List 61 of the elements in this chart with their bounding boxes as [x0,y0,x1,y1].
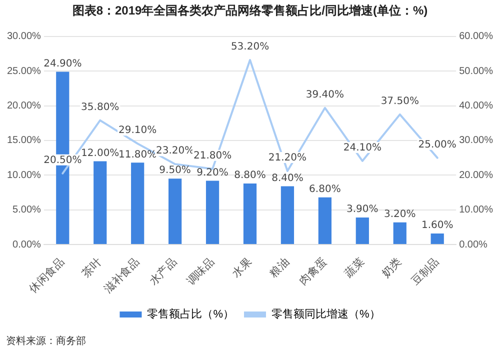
y2-tick-label: 0.00% [459,239,488,250]
data-label: 21.80% [193,150,232,162]
y-tick-label: 10.00% [6,170,42,181]
y2-tick-label: 40.00% [459,100,494,112]
y2-tick-label: 10.00% [459,204,494,216]
bar [318,197,332,244]
bar [430,233,444,244]
x-tick-label: 蔬菜 [342,255,367,280]
data-label: 6.80% [309,184,341,195]
x-tick-label: 水果 [230,255,254,280]
x-tick-label: 调味品 [184,255,217,288]
data-label: 11.80% [118,149,157,160]
y2-tick-label: 30.00% [459,135,494,146]
y-tick-label: 25.00% [6,66,42,77]
x-tick-label: 奶类 [379,255,404,280]
y2-tick-label: 60.00% [459,31,494,42]
legend-label: 零售额同比增速（%） [272,308,380,321]
y-tick-label: 30.00% [6,31,42,42]
x-tick-label: 粮油 [266,255,292,280]
data-label: 39.40% [306,89,344,100]
text: 资料来源：商务部 [6,334,86,348]
data-label: 53.20% [230,42,270,53]
data-label: 20.50% [44,155,82,166]
data-label: 24.10% [343,142,382,154]
data-label: 12.00% [81,148,120,159]
data-label: 23.20% [156,146,194,157]
x-tick-label: 水产品 [146,255,180,288]
chart-title: 图表8：2019年全国各类农产品网络零售额占比/同比增速(单位：%) [72,4,428,18]
data-label: 35.80% [81,102,120,113]
x-tick-label: 豆制品 [409,255,442,288]
bar [131,162,144,244]
data-label: 21.20% [268,152,307,164]
y-tick-label: 0.00% [12,239,42,250]
data-label: 25.00% [418,139,456,150]
data-label: 3.20% [384,208,416,220]
y2-tick-label: 50.00% [459,66,494,77]
bar [168,178,182,244]
data-label: 9.50% [159,165,191,176]
data-label: 29.10% [118,125,157,136]
data-label: 8.40% [272,172,304,184]
legend-label: 零售额占比（%） [147,308,234,321]
x-tick-label: 肉禽蛋 [297,256,330,288]
data-label: 37.50% [380,96,419,108]
x-tick-label: 滋补食品 [102,255,142,296]
bar [243,183,257,244]
y-tick-label: 5.00% [12,204,42,216]
data-label: 8.80% [234,170,266,182]
data-label: 1.60% [421,220,454,232]
bar [94,161,107,244]
bar [356,217,369,244]
bar [393,222,406,244]
x-tick-label: 茶叶 [80,255,104,280]
y-tick-label: 15.00% [6,135,42,146]
x-tick-label: 休闲食品 [27,256,67,296]
bar [280,186,294,244]
bar [206,180,220,244]
y-tick-label: 20.00% [6,100,42,112]
data-label: 9.20% [196,167,228,178]
data-label: 3.90% [346,204,378,216]
y2-tick-label: 20.00% [459,170,494,181]
data-label: 24.90% [44,58,82,70]
